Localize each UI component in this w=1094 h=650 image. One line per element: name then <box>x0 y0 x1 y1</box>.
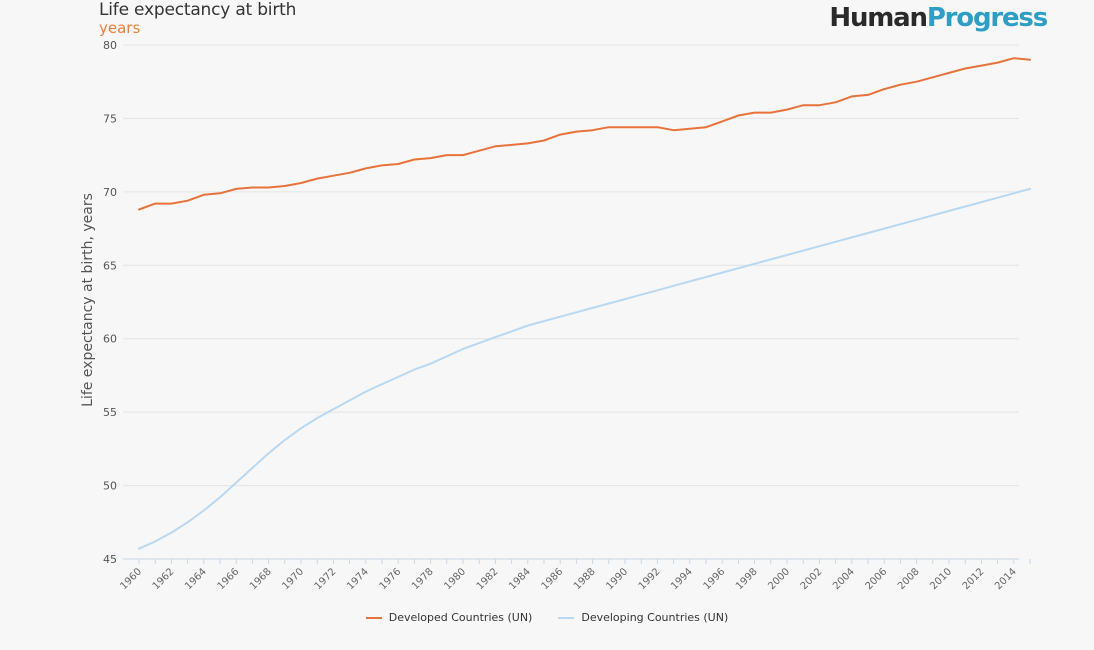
y-tick-label-55: 55 <box>103 406 117 419</box>
y-tick-label-65: 65 <box>103 259 117 272</box>
x-tick-label-1996: 1996 <box>702 566 728 592</box>
y-tick-label-80: 80 <box>103 39 117 52</box>
legend-label-developing: Developing Countries (UN) <box>581 611 729 624</box>
brand-logo-part-progress: Progress <box>926 3 1048 33</box>
y-tick-label-60: 60 <box>103 333 117 346</box>
legend-item-developing[interactable]: Developing Countries (UN) <box>558 611 728 624</box>
chart-title: Life expectancy at birth <box>99 0 297 20</box>
x-tick-label-1974: 1974 <box>345 566 371 592</box>
brand-logo[interactable]: HumanProgress <box>829 3 1048 33</box>
series-line-developed <box>138 57 1031 211</box>
chart-legend: Developed Countries (UN) Developing Coun… <box>0 611 1094 624</box>
x-tick-label-2002: 2002 <box>799 566 825 592</box>
x-tick-label-1992: 1992 <box>637 566 663 592</box>
y-tick-label-70: 70 <box>103 186 117 199</box>
x-tick-label-1970: 1970 <box>280 566 306 592</box>
x-tick-label-2004: 2004 <box>831 566 857 592</box>
x-tick-label-1978: 1978 <box>410 566 436 592</box>
x-tick-label-1988: 1988 <box>572 566 598 592</box>
x-tick-label-1960: 1960 <box>118 566 144 592</box>
x-tick-label-2012: 2012 <box>961 566 987 592</box>
x-tick-label-2006: 2006 <box>864 566 890 592</box>
y-tick-label-75: 75 <box>103 112 117 125</box>
x-tick-label-2010: 2010 <box>928 566 954 592</box>
x-tick-label-1986: 1986 <box>540 566 566 592</box>
x-tick-label-2000: 2000 <box>766 566 792 592</box>
x-tick-label-2014: 2014 <box>993 566 1019 592</box>
legend-label-developed: Developed Countries (UN) <box>388 611 533 624</box>
x-tick-label-1990: 1990 <box>604 566 630 592</box>
x-tick-label-1994: 1994 <box>669 566 695 592</box>
chart-subtitle: years <box>99 19 141 37</box>
x-tick-label-1976: 1976 <box>378 566 404 592</box>
x-tick-label-1984: 1984 <box>507 566 533 592</box>
x-tick-label-1968: 1968 <box>248 566 274 592</box>
x-tick-label-1972: 1972 <box>313 566 339 592</box>
x-tick-label-1962: 1962 <box>151 566 177 592</box>
x-tick-label-2008: 2008 <box>896 566 922 592</box>
x-tick-label-1980: 1980 <box>442 566 468 592</box>
brand-logo-part-human: Human <box>829 3 928 33</box>
legend-swatch-developed <box>365 616 382 619</box>
x-tick-label-1998: 1998 <box>734 566 760 592</box>
legend-swatch-developing <box>558 616 575 619</box>
legend-item-developed[interactable]: Developed Countries (UN) <box>365 611 533 624</box>
x-tick-label-1966: 1966 <box>216 566 242 592</box>
x-tick-label-1964: 1964 <box>183 566 209 592</box>
x-tick-label-1982: 1982 <box>475 566 501 592</box>
y-tick-label-50: 50 <box>103 480 117 493</box>
series-line-developing <box>138 187 1031 550</box>
y-tick-label-45: 45 <box>103 553 117 566</box>
